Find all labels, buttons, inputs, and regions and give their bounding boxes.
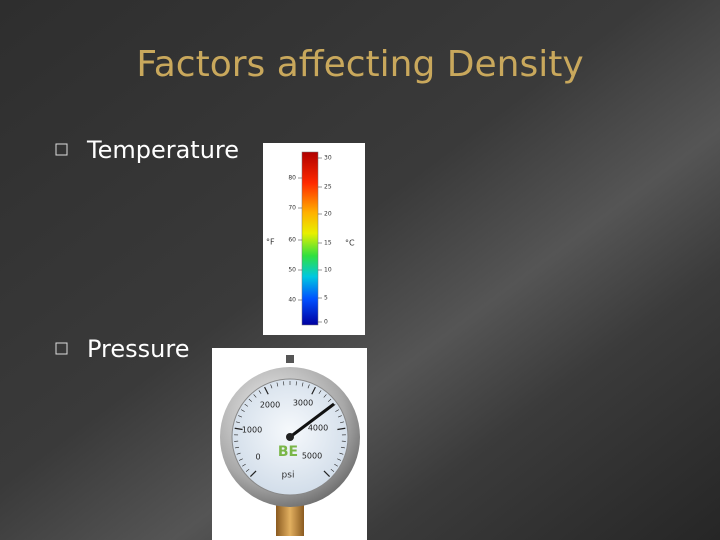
gauge-tick: [337, 415, 342, 418]
gauge-tick: [311, 386, 316, 395]
celsius-unit: °C: [345, 239, 355, 248]
gauge-tick: [327, 398, 332, 402]
gauge-tick: [242, 463, 246, 467]
gauge-plug: [286, 355, 294, 363]
bullet-text: Pressure: [87, 335, 189, 363]
gauge-tick: [270, 384, 273, 389]
fahrenheit-label: 80: [288, 175, 296, 182]
gauge-tick: [276, 382, 279, 387]
gauge-tick: [258, 390, 262, 394]
fahrenheit-unit: °F: [266, 238, 275, 247]
gauge-tick: [301, 382, 304, 387]
gauge-tick: [323, 394, 327, 398]
gauge-tick: [253, 394, 257, 398]
gauge-tick: [337, 427, 346, 431]
gauge-hub: [286, 433, 294, 441]
fahrenheit-label: 40: [288, 297, 296, 304]
bullet-text: Temperature: [86, 136, 239, 164]
gauge-tick: [236, 421, 241, 424]
gauge-tick: [248, 398, 253, 402]
gauge-tick: [238, 415, 243, 418]
gauge-tick: [235, 446, 240, 449]
celsius-label: 15: [324, 240, 332, 247]
gauge-tick: [307, 384, 310, 389]
gauge-label: 3000: [293, 399, 313, 408]
fahrenheit-label: 60: [288, 237, 296, 244]
gauge-tick: [240, 409, 245, 412]
gauge-tick: [334, 463, 338, 467]
gauge-tick: [264, 386, 269, 395]
celsius-label: 10: [324, 267, 332, 274]
gauge-tick: [335, 409, 340, 412]
gauge-tick: [339, 452, 344, 455]
gauge-tick: [331, 403, 336, 407]
fahrenheit-label: 70: [288, 205, 296, 212]
gauge-tick: [245, 468, 250, 472]
gauge-tick: [339, 421, 344, 424]
gauge-tick: [318, 390, 322, 394]
gauge-tick: [340, 446, 345, 449]
bullet-marker: [55, 342, 68, 355]
gauge-tick: [234, 427, 243, 431]
slide-title: Factors affecting Density: [136, 44, 583, 85]
gauge-tick: [239, 458, 243, 461]
gauge-tick: [244, 403, 249, 407]
celsius-label: 20: [324, 211, 332, 218]
gauge-label: 1000: [242, 426, 262, 435]
gauge-tick: [323, 470, 331, 478]
gauge-brand: BE: [278, 444, 298, 460]
celsius-label: 5: [324, 295, 328, 302]
color-scale: [301, 151, 319, 326]
gauge-label: 4000: [308, 424, 328, 433]
celsius-label: 30: [324, 155, 332, 162]
bullet-marker: [55, 143, 68, 156]
gauge-unit: psi: [282, 471, 295, 481]
gauge-label: 2000: [260, 401, 280, 410]
gauge-needle: [289, 402, 335, 439]
gauge-tick: [249, 470, 257, 478]
fahrenheit-label: 50: [288, 267, 296, 274]
gauge-tick: [330, 468, 335, 472]
celsius-label: 25: [324, 184, 332, 191]
gauge-tick: [337, 458, 341, 461]
gauge-label: 5000: [302, 452, 322, 461]
celsius-label: 0: [324, 319, 328, 326]
gauge-label: 0: [255, 453, 260, 462]
gauge-image: 0 1000 2000 3000 4000 5000 BE psi: [212, 348, 367, 540]
gauge-tick: [236, 452, 241, 455]
